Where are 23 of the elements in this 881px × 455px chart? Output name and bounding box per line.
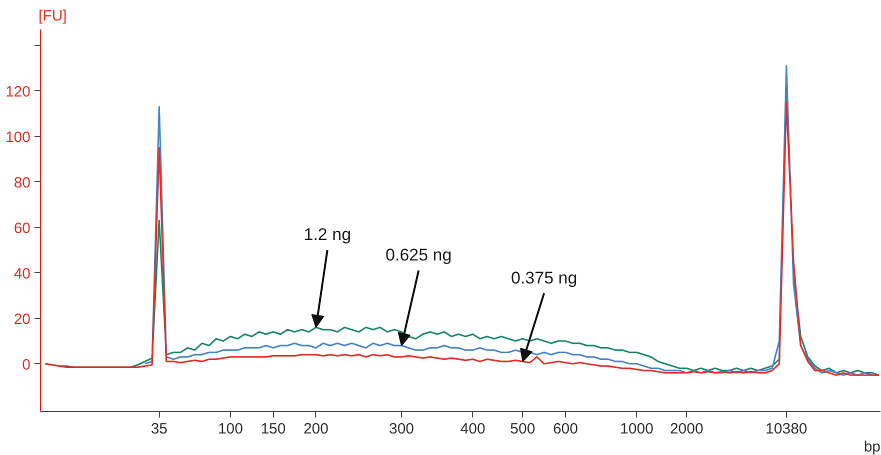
annotation: 1.2 ng: [304, 225, 352, 244]
x-tick-label: 10380: [766, 420, 808, 438]
y-axis-title: [FU]: [38, 8, 67, 24]
x-tick-label: 150: [260, 420, 286, 438]
x-tick-label: 100: [218, 420, 243, 438]
y-tick-label: 120: [5, 83, 31, 100]
y-tick-label: 20: [14, 310, 31, 328]
x-tick-label: 1000: [620, 420, 654, 438]
x-tick-label: 2000: [670, 420, 704, 438]
y-tick-label: 100: [5, 128, 31, 146]
annotation: 0.625 ng: [386, 246, 452, 265]
y-tick-label: 40: [14, 265, 31, 282]
x-tick-label: 200: [303, 420, 329, 438]
x-axis-title: bp: [864, 438, 881, 455]
x-tick-label: 500: [510, 420, 536, 438]
y-tick-label: 0: [22, 356, 30, 374]
y-tick-label: 60: [14, 220, 31, 237]
x-tick-label: 400: [460, 420, 486, 438]
x-tick-label: 35: [150, 420, 168, 438]
y-tick-label: 80: [14, 174, 31, 192]
x-tick-label: 300: [389, 420, 414, 438]
annotation: 0.375 ng: [510, 268, 578, 288]
x-tick-label: 600: [552, 420, 578, 438]
